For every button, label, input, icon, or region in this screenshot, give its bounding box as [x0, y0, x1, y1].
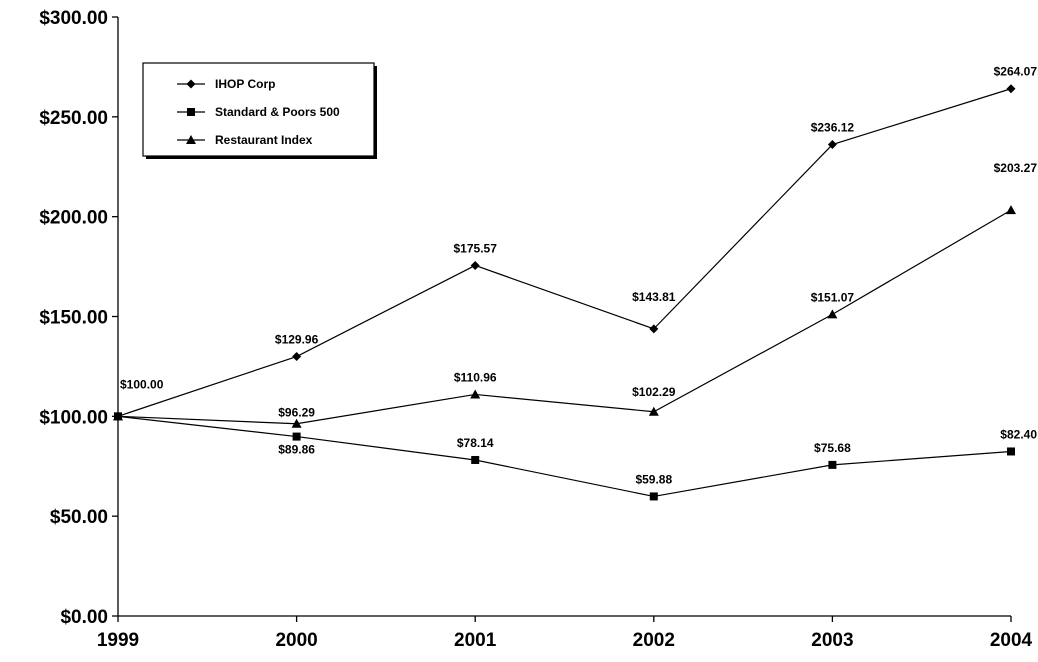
- y-tick-label: $150.00: [39, 308, 108, 329]
- data-label-ihop-corp: $175.57: [454, 241, 498, 255]
- data-label-sp500: $78.14: [457, 436, 494, 450]
- data-label-restaurant-index: $203.27: [994, 161, 1038, 175]
- y-tick-label: $200.00: [39, 208, 108, 229]
- data-point-restaurant-index: [648, 406, 659, 416]
- data-label-sp500: $82.40: [1000, 427, 1037, 441]
- legend-marker: [187, 108, 195, 116]
- data-point-sp500: [828, 460, 837, 469]
- legend-marker: [186, 79, 196, 89]
- legend: IHOP Corp Standard & Poors 500 Restaurant …: [142, 62, 377, 159]
- x-tick-label: 1999: [97, 630, 139, 651]
- data-point-sp500: [1007, 447, 1015, 456]
- data-label-restaurant-index: $96.29: [278, 406, 315, 420]
- data-label-ihop-corp: $129.96: [275, 333, 319, 347]
- data-point-restaurant-index: [827, 309, 838, 319]
- x-tick-label: 2004: [990, 630, 1033, 651]
- series-restaurant-index: [113, 205, 1016, 428]
- data-point-ihop-corp: [649, 324, 659, 334]
- data-point-ihop-corp: [1006, 84, 1016, 94]
- data-label-restaurant-index: $110.96: [454, 370, 497, 384]
- data-label-ihop-corp: $100.00: [120, 377, 164, 391]
- data-point-ihop-corp: [470, 260, 480, 270]
- data-label-restaurant-index: $102.29: [632, 385, 676, 399]
- data-label-sp500: $75.68: [814, 441, 851, 455]
- legend-marker: [186, 135, 196, 144]
- legend-label: Standard & Poors 500: [215, 105, 340, 119]
- y-tick-label: $100.00: [39, 407, 108, 428]
- y-tick-label: $50.00: [50, 507, 108, 528]
- data-point-sp500: [292, 432, 301, 441]
- series-line-ihop-corp: [117, 88, 1012, 417]
- series-line-restaurant-index: [117, 209, 1012, 425]
- legend-item-ihop-corp: IHOP Corp: [177, 77, 275, 91]
- legend-item-sp500: Standard & Poors 500: [177, 105, 340, 119]
- data-point-sp500: [471, 455, 480, 464]
- x-tick-label: 2000: [275, 630, 317, 651]
- data-point-restaurant-index: [113, 411, 123, 421]
- data-label-ihop-corp: $236.12: [811, 121, 855, 135]
- legend-label: IHOP Corp: [215, 77, 275, 91]
- y-tick-label: $0.00: [60, 607, 108, 628]
- series-line-sp500: [117, 415, 1012, 498]
- data-point-restaurant-index: [1006, 205, 1016, 215]
- series-sp500: [114, 412, 1015, 501]
- x-tick-label: 2002: [633, 630, 675, 651]
- data-label-ihop-corp: $143.81: [632, 290, 676, 304]
- data-point-ihop-corp: [827, 140, 837, 150]
- y-tick-label: $300.00: [39, 8, 108, 29]
- data-point-sp500: [649, 492, 658, 501]
- data-point-ihop-corp: [292, 352, 302, 362]
- data-label-sp500: $89.86: [278, 443, 315, 457]
- data-point-restaurant-index: [470, 389, 481, 399]
- data-label-ihop-corp: $264.07: [994, 65, 1038, 79]
- y-axis-ticks: $0.00 $50.00 $100.00 $150.00 $200.00 $250.00 $…: [39, 8, 118, 628]
- x-tick-label: 2001: [454, 630, 497, 651]
- series-layer: [113, 84, 1016, 501]
- data-label-restaurant-index: $151.07: [811, 290, 855, 304]
- legend-label: Restaurant Index: [215, 133, 313, 147]
- x-axis-ticks: 1999 2000 2001 2002 2003 2004: [97, 616, 1033, 651]
- y-tick-label: $250.00: [39, 108, 108, 129]
- data-labels: $100.00 $129.96 $175.57 $143.81 $236.12 $264.…: [120, 65, 1037, 487]
- legend-item-restaurant-index: Restaurant Index: [177, 133, 313, 147]
- data-label-sp500: $59.88: [635, 472, 672, 486]
- data-point-restaurant-index: [291, 418, 302, 428]
- x-tick-label: 2003: [811, 630, 853, 651]
